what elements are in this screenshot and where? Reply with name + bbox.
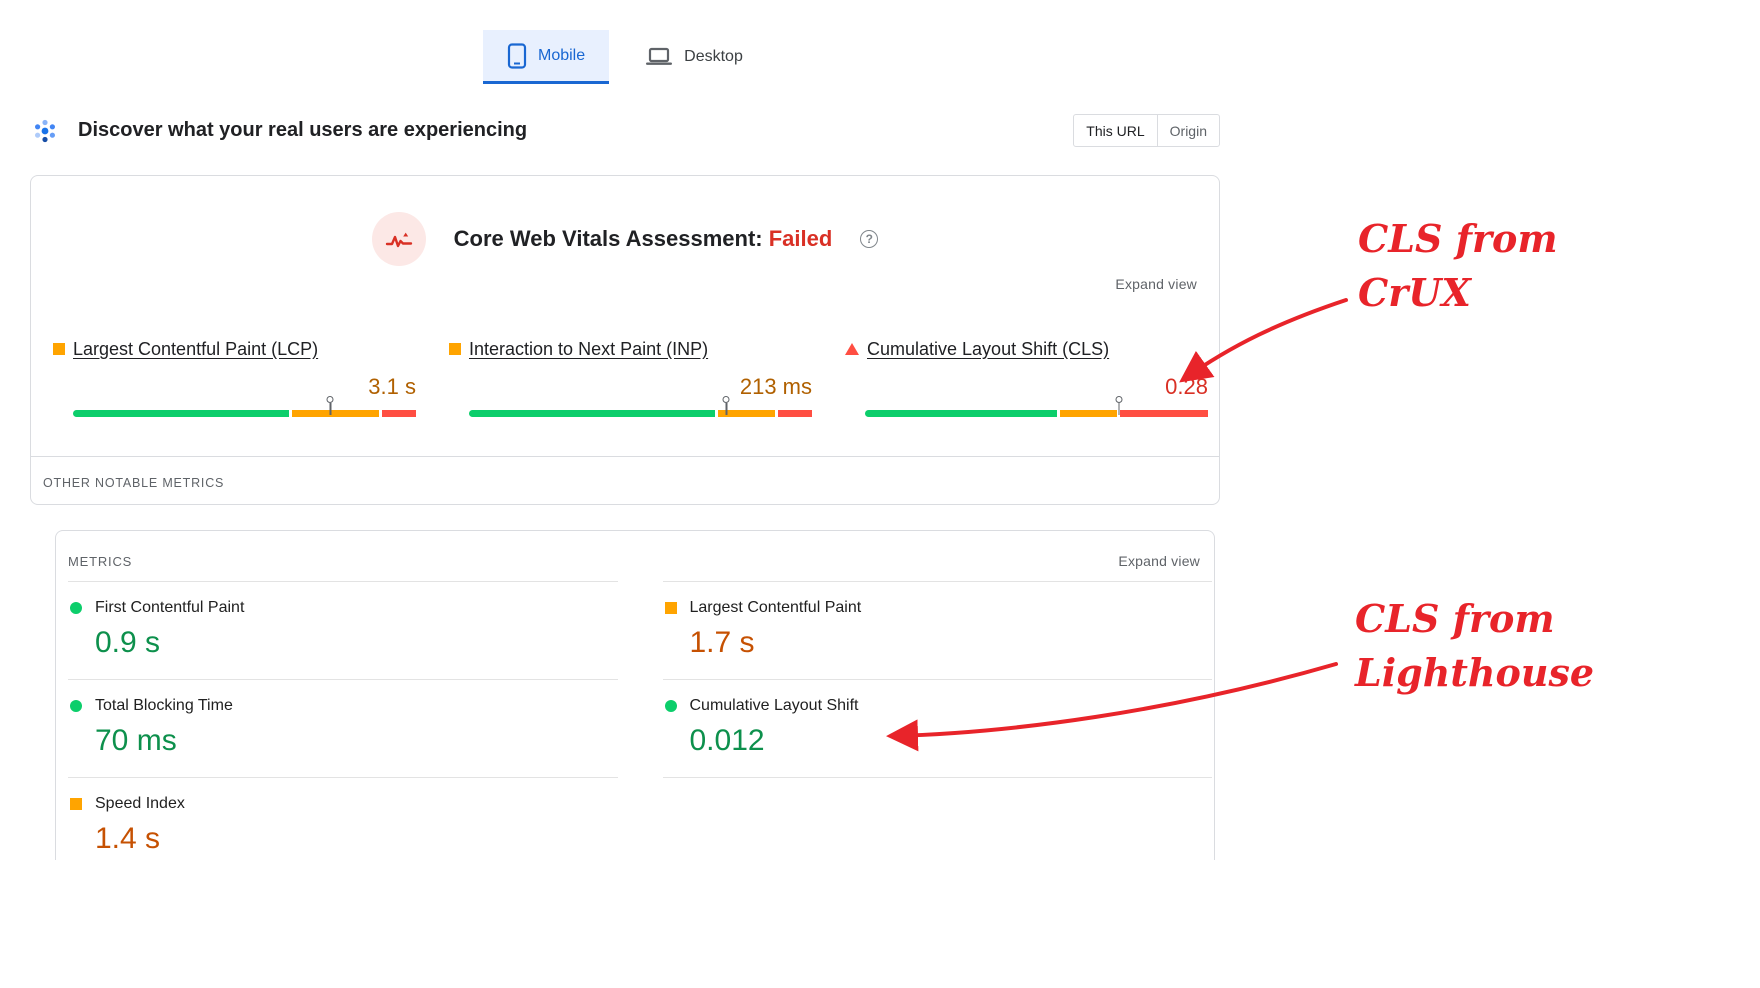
lab-metric-cumulative-layout-shift: Cumulative Layout Shift 0.012: [662, 679, 1212, 777]
device-tabs: Mobile Desktop: [483, 30, 767, 84]
gauge-average-segment: [1060, 410, 1118, 417]
lab-metric-name: First Contentful Paint: [95, 599, 245, 616]
expand-view-link[interactable]: Expand view: [1118, 553, 1200, 569]
annotation-line: CLS from: [1355, 596, 1555, 641]
gauge-poor-segment: [778, 410, 813, 417]
p75-marker-pin: [722, 396, 730, 415]
lab-metric-name: Speed Index: [95, 795, 185, 812]
lab-metric-speed-index: Speed Index 1.4 s: [68, 777, 618, 875]
good-circle-icon: [664, 700, 677, 712]
annotation-cls-from-lighthouse: CLS from Lighthouse: [1355, 592, 1594, 700]
metric-cls-value: 0.28: [1165, 374, 1208, 399]
gauge-good-segment: [865, 410, 1058, 417]
lab-metric-name: Cumulative Layout Shift: [689, 697, 859, 714]
metric-inp-value: 213 ms: [739, 374, 812, 399]
core-web-vitals-icon: [371, 212, 426, 266]
lab-metric-name: Largest Contentful Paint: [689, 599, 862, 616]
lab-metric-value: 0.012: [689, 724, 765, 757]
cls-distribution-bar: [865, 396, 1209, 417]
lab-metric-value: 1.7 s: [689, 626, 755, 659]
field-data-header: Discover what your real users are experi…: [30, 114, 1220, 147]
field-section-title: Discover what your real users are experi…: [78, 119, 528, 141]
tab-desktop-label: Desktop: [684, 48, 743, 65]
tab-mobile[interactable]: Mobile: [483, 30, 610, 84]
lab-metrics-grid: First Contentful Paint 0.9 s Total Block…: [68, 581, 1212, 875]
gauge-average-segment: [291, 410, 380, 417]
gauge-average-segment: [718, 410, 776, 417]
cwv-assessment-label: Core Web Vitals Assessment:: [453, 226, 763, 251]
lab-metric-value: 1.4 s: [95, 822, 161, 855]
annotation-line: CLS from: [1358, 216, 1558, 261]
good-circle-icon: [70, 602, 82, 614]
metrics-section-label: METRICS: [68, 553, 133, 569]
lab-metric-total-blocking-time: Total Blocking Time 70 ms: [68, 679, 618, 777]
annotation-cls-from-crux: CLS from CrUX: [1358, 212, 1558, 320]
poor-triangle-icon: [845, 343, 859, 355]
good-circle-icon: [70, 700, 82, 712]
annotation-line: Lighthouse: [1355, 649, 1595, 695]
cwv-metric-cls: Cumulative Layout Shift (CLS) 0.28: [845, 336, 1209, 417]
desktop-laptop-icon: [645, 46, 673, 68]
cwv-assessment-header: Core Web Vitals Assessment: Failed ?: [31, 176, 1219, 266]
lab-metric-value: 0.9 s: [95, 626, 161, 659]
tab-desktop[interactable]: Desktop: [621, 30, 767, 84]
gauge-good-segment: [73, 410, 289, 417]
mobile-phone-icon: [507, 42, 527, 69]
p75-marker-pin: [326, 396, 334, 415]
tab-mobile-label: Mobile: [538, 46, 586, 64]
needs-improvement-square-icon: [449, 343, 461, 355]
lab-metric-first-contentful-paint: First Contentful Paint 0.9 s: [68, 581, 618, 679]
scope-this-url-button[interactable]: This URL: [1074, 115, 1158, 146]
lab-metrics-left-column: First Contentful Paint 0.9 s Total Block…: [68, 581, 618, 875]
cwv-metrics-row: Largest Contentful Paint (LCP) 3.1 s Int…: [53, 336, 1209, 417]
lab-metric-value: 70 ms: [95, 724, 177, 757]
other-notable-metrics-label: OTHER NOTABLE METRICS: [43, 476, 225, 490]
lighthouse-metrics-card: METRICS Expand view First Contentful Pai…: [55, 530, 1215, 860]
needs-improvement-square-icon: [53, 343, 65, 355]
metric-inp-link[interactable]: Interaction to Next Paint (INP): [469, 338, 709, 359]
annotation-line: CrUX: [1358, 269, 1471, 315]
card-divider: [31, 456, 1219, 457]
gauge-poor-segment: [382, 410, 417, 417]
inp-distribution-bar: [469, 396, 813, 417]
metric-lcp-link[interactable]: Largest Contentful Paint (LCP): [73, 338, 319, 359]
lab-metrics-right-column: Largest Contentful Paint 1.7 s Cumulativ…: [662, 581, 1212, 875]
gauge-good-segment: [469, 410, 716, 417]
p75-marker-pin: [1115, 396, 1123, 415]
cwv-assessment-result: Failed: [768, 226, 833, 251]
needs-improvement-square-icon: [70, 798, 82, 810]
core-web-vitals-card: Core Web Vitals Assessment: Failed ? Exp…: [30, 175, 1220, 505]
scope-toggle: This URL Origin: [1073, 114, 1220, 147]
metric-cls-link[interactable]: Cumulative Layout Shift (CLS): [867, 338, 1110, 359]
gauge-poor-segment: [1120, 410, 1209, 417]
help-icon[interactable]: ?: [860, 230, 879, 248]
crux-logo-icon: [30, 116, 60, 146]
lab-metric-name: Total Blocking Time: [95, 697, 233, 714]
lab-metric-largest-contentful-paint: Largest Contentful Paint 1.7 s: [662, 581, 1212, 679]
cwv-assessment-title: Core Web Vitals Assessment: Failed: [454, 226, 833, 252]
lcp-distribution-bar: [73, 396, 417, 417]
metric-lcp-value: 3.1 s: [368, 374, 416, 399]
scope-origin-button[interactable]: Origin: [1169, 122, 1207, 139]
cwv-metric-inp: Interaction to Next Paint (INP) 213 ms: [449, 336, 813, 417]
row-divider: [662, 777, 1212, 778]
needs-improvement-square-icon: [664, 602, 677, 614]
expand-view-link[interactable]: Expand view: [1115, 276, 1197, 292]
cwv-metric-lcp: Largest Contentful Paint (LCP) 3.1 s: [53, 336, 417, 417]
